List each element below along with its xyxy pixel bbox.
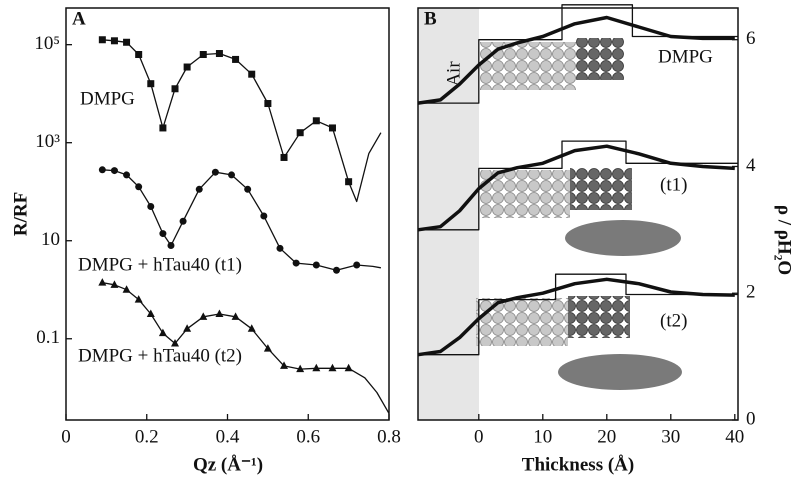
y-axis-label: R/RF <box>10 192 31 236</box>
y-tick-label: 10⁵ <box>34 33 60 54</box>
x-tick-label: 0.8 <box>377 426 401 447</box>
region-label: Air <box>443 61 464 87</box>
y2-axis-label: ρ / ρH₂O <box>774 205 795 275</box>
y-tick-label: 10³ <box>35 131 60 152</box>
data-point <box>296 364 305 373</box>
y-tick-label: 10 <box>41 229 60 250</box>
profile-line <box>417 277 735 357</box>
curve-label: DMPG + hTau40 (t2) <box>78 345 242 366</box>
panel-label: B <box>424 8 437 29</box>
x-tick-label: 0 <box>61 426 71 447</box>
x-axis-label: Qz (Å⁻¹) <box>193 454 263 475</box>
data-point <box>98 278 107 286</box>
curve-label: (t1) <box>660 174 687 195</box>
x-axis-label: Thickness (Å) <box>522 454 634 475</box>
x-tick-label: 20 <box>597 426 616 447</box>
y-tick-label: 0.1 <box>36 327 60 348</box>
fit-line <box>418 4 738 104</box>
x-tick-label: 0.6 <box>296 426 320 447</box>
x-tick-label: 0.2 <box>135 426 159 447</box>
fit-line <box>102 39 382 203</box>
plot-frame <box>417 7 739 421</box>
curve-label: DMPG <box>80 88 135 109</box>
data-point <box>328 363 337 372</box>
data-point <box>312 363 321 372</box>
fit-line <box>418 273 738 356</box>
fit-line <box>102 169 382 271</box>
y-tick-label: 2 <box>746 282 756 303</box>
profile-line <box>417 144 735 232</box>
x-tick-label: 10 <box>533 426 552 447</box>
profile-line <box>417 15 735 105</box>
curve-label: (t2) <box>660 310 687 331</box>
y-tick-label: 6 <box>746 28 756 49</box>
y-tick-label: 0 <box>746 408 756 429</box>
fit-line <box>102 281 390 414</box>
data-point <box>215 309 224 317</box>
x-tick-label: 30 <box>661 426 680 447</box>
curve-label: DMPG + hTau40 (t1) <box>78 254 242 275</box>
x-tick-label: 0.4 <box>216 426 240 447</box>
x-tick-label: 40 <box>725 426 744 447</box>
data-point <box>247 324 256 332</box>
y-tick-label: 4 <box>746 155 756 176</box>
panel-label: A <box>72 8 86 29</box>
x-tick-label: 0 <box>474 426 484 447</box>
molecule-decorations <box>476 38 682 390</box>
curve-label: DMPG <box>658 46 713 67</box>
